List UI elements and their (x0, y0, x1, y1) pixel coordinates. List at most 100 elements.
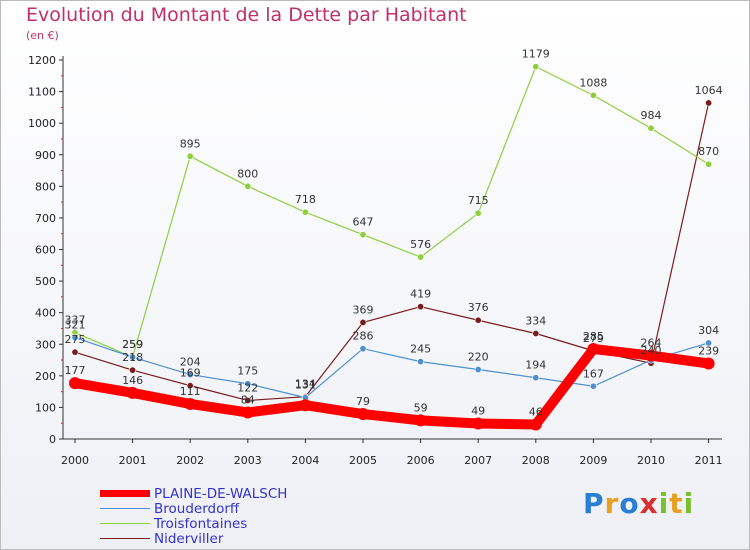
data-label: 419 (410, 288, 431, 301)
data-point (417, 303, 425, 311)
data-label: 204 (180, 356, 201, 369)
data-label: 79 (356, 395, 370, 408)
data-point (299, 399, 312, 412)
data-label: 264 (641, 337, 662, 350)
data-label: 131 (295, 379, 316, 392)
data-label: 647 (353, 216, 374, 229)
data-label: 376 (468, 301, 489, 314)
data-label: 1179 (522, 48, 550, 61)
data-point (587, 342, 600, 355)
data-point (71, 348, 79, 356)
data-point (474, 366, 482, 374)
data-label: 800 (237, 167, 258, 180)
y-tick-label: 600 (35, 244, 56, 257)
data-label: 218 (122, 351, 143, 364)
data-label: 59 (414, 401, 428, 414)
x-tick-label: 2007 (464, 454, 492, 467)
y-tick-label: 0 (49, 433, 56, 446)
data-point (244, 182, 252, 190)
data-label: 895 (180, 137, 201, 150)
data-point (186, 371, 194, 379)
data-point (647, 124, 655, 132)
data-point (186, 382, 194, 390)
legend-swatch (100, 490, 150, 497)
x-tick-label: 2003 (234, 454, 262, 467)
data-label: 715 (468, 194, 489, 207)
x-tick-label: 2006 (407, 454, 435, 467)
data-label: 259 (122, 338, 143, 351)
y-tick-label: 1200 (28, 54, 56, 67)
data-point (129, 366, 137, 374)
data-label: 337 (65, 314, 86, 327)
data-point (705, 339, 713, 347)
x-tick-label: 2005 (349, 454, 377, 467)
x-tick-label: 2009 (579, 454, 607, 467)
data-point (417, 253, 425, 261)
data-label: 167 (583, 367, 604, 380)
data-label: 870 (698, 145, 719, 158)
data-label: 134 (295, 378, 316, 391)
axes: 0 100 200 300 400 500 600 700 800 900 1000 1100 1200… (28, 54, 723, 467)
series-line-2 (74, 66, 709, 358)
y-tick-label: 900 (35, 149, 56, 162)
data-point (301, 208, 309, 216)
data-point (529, 418, 542, 431)
data-point (474, 209, 482, 217)
data-label: 220 (468, 351, 489, 364)
data-label: 286 (353, 330, 374, 343)
x-tick-label: 2008 (522, 454, 550, 467)
proxiti-logo: Proxiti (583, 487, 695, 520)
x-tick-label: 2010 (637, 454, 665, 467)
data-label: 240 (641, 344, 662, 357)
data-point (357, 408, 369, 421)
data-label: 285 (583, 330, 604, 343)
legend-label: PLAINE-DE-WALSCH (154, 486, 288, 502)
legend-swatch (100, 523, 150, 524)
chart-title: Evolution du Montant de la Dette par Hab… (26, 4, 467, 26)
data-point (702, 357, 715, 370)
y-tick-label: 700 (35, 212, 56, 225)
data-point (126, 386, 139, 399)
y-tick-label: 1100 (28, 86, 56, 99)
data-point (184, 397, 197, 410)
data-point (359, 318, 367, 326)
x-tick-label: 2000 (61, 454, 89, 467)
data-point (589, 382, 597, 390)
data-point (589, 91, 597, 99)
data-label: 1088 (579, 76, 607, 89)
legend-label: Brouderdorff (154, 501, 240, 517)
data-point (244, 380, 252, 388)
legend-label: Troisfontaines (154, 516, 248, 532)
y-tick-label: 500 (35, 275, 56, 288)
data-label: 46 (529, 405, 543, 418)
data-label: 279 (583, 332, 604, 345)
data-point (186, 152, 194, 160)
data-label: 334 (525, 315, 546, 328)
data-label: 146 (122, 374, 143, 387)
series-line-0 (74, 343, 710, 430)
data-label: 576 (410, 238, 431, 251)
data-point (129, 353, 137, 361)
legend-swatch (100, 538, 150, 539)
data-label: 321 (65, 319, 86, 332)
data-label: 177 (65, 364, 86, 377)
data-point (474, 316, 482, 324)
legend-label: Niderviller (154, 531, 224, 547)
y-tick-label: 200 (35, 370, 56, 383)
data-point (414, 414, 427, 427)
legend-swatch (100, 508, 150, 509)
data-label: 194 (525, 359, 546, 372)
data-label: 304 (698, 324, 719, 337)
data-label: 169 (180, 367, 201, 380)
data-point (532, 63, 540, 71)
data-point (645, 349, 657, 362)
series-lines (69, 63, 715, 431)
data-label: 175 (237, 365, 258, 378)
data-labels: 177 146 111 84 79 59 49 46 285 264 239 321 259 204 175… (65, 48, 723, 419)
data-point (705, 160, 713, 168)
data-point (417, 358, 425, 366)
data-label: 245 (410, 343, 431, 356)
y-tick-label: 1000 (28, 117, 56, 130)
